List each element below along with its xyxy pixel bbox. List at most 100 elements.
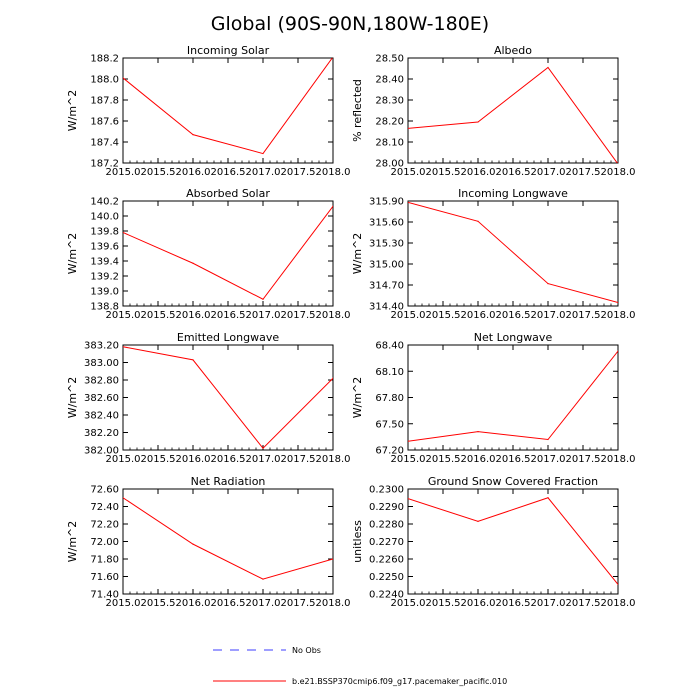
legend-model-label: b.e21.BSSP370cmip6.f09_g17.pacemaker_pac… [292,677,507,686]
x-tick-label: 2016.5 [211,598,246,609]
x-tick-label: 2015.5 [141,167,176,178]
x-tick-label: 2017.0 [531,598,566,609]
data-point [408,440,409,442]
x-tick-label: 2018.0 [316,167,351,178]
x-tick-label: 2016.0 [461,167,496,178]
series-line [408,66,618,163]
data-point [617,583,618,585]
data-point [617,163,618,164]
series-line [123,346,333,450]
x-tick-label: 2017.5 [566,167,601,178]
data-point [477,520,479,522]
data-point [192,543,194,545]
x-tick-label: 2017.5 [566,310,601,321]
x-tick-label: 2017.5 [566,598,601,609]
y-tick-label: 0.2300 [369,485,404,496]
x-tick-label: 2017.0 [246,167,281,178]
y-axis-label: W/m^2 [66,377,79,419]
y-tick-label: 315.60 [369,218,404,229]
x-tick-label: 2016.5 [496,454,531,465]
y-tick-label: 0.2280 [369,520,404,531]
panel-3: Incoming Longwave 2015.0 2015.5 2016.0 2016.… [351,187,636,321]
data-point [192,359,194,361]
x-tick-label: 2017.5 [281,454,316,465]
data-point [123,77,124,79]
x-tick-label: 2017.0 [531,454,566,465]
data-point [332,205,333,207]
y-tick-label: 28.40 [375,75,404,86]
y-tick-label: 139.8 [90,227,119,238]
y-tick-label: 0.2250 [369,572,404,583]
data-point [262,152,264,155]
y-tick-label: 72.20 [90,520,119,531]
y-tick-label: 0.2240 [369,590,404,601]
plot-frame [407,488,619,595]
x-tick-label: 2015.5 [141,310,176,321]
y-tick-label: 382.20 [84,428,119,439]
y-tick-label: 139.4 [90,257,119,268]
y-tick-label: 0.2260 [369,555,404,566]
y-tick-label: 187.6 [90,117,119,128]
y-axis-label: W/m^2 [351,233,364,275]
data-point [547,497,549,499]
x-tick-label: 2017.5 [281,598,316,609]
data-point [408,498,409,500]
data-point [547,66,549,69]
x-tick-label: 2015.5 [426,598,461,609]
x-tick-label: 2015.0 [391,310,426,321]
x-tick-label: 2015.0 [106,598,141,609]
plot-frame [122,200,334,307]
y-tick-label: 72.60 [90,485,119,496]
x-tick-label: 2018.0 [316,310,351,321]
x-tick-label: 2016.5 [496,310,531,321]
x-tick-label: 2017.0 [531,310,566,321]
data-point [332,56,333,57]
y-tick-label: 67.20 [375,446,404,457]
x-tick-label: 2016.0 [461,310,496,321]
y-axis-label: W/m^2 [66,521,79,563]
x-tick-label: 2016.5 [496,598,531,609]
data-point [408,127,409,129]
data-point [262,447,264,449]
data-point [123,346,124,348]
x-tick-label: 2016.5 [496,167,531,178]
data-point [192,262,194,264]
y-tick-label: 28.00 [375,159,404,170]
y-tick-label: 382.80 [84,376,119,387]
x-tick-label: 2015.0 [106,167,141,178]
y-tick-label: 383.00 [84,358,119,369]
plot-frame [407,344,619,451]
y-tick-label: 315.00 [369,260,404,271]
x-tick-label: 2018.0 [601,167,636,178]
x-tick-label: 2017.0 [246,598,281,609]
y-axis-label: unitless [351,520,364,563]
plot-frame [407,57,619,164]
y-tick-label: 28.50 [375,54,404,65]
data-point [477,431,479,433]
series-line [408,497,618,585]
y-tick-label: 139.2 [90,272,119,283]
data-point [547,438,549,441]
data-point [477,121,479,123]
x-tick-label: 2017.5 [281,310,316,321]
series-line [123,497,333,580]
series-line [123,58,333,155]
plot-frame [407,200,619,307]
y-tick-label: 314.40 [369,302,404,313]
data-point [408,201,409,203]
y-tick-label: 187.2 [90,159,119,170]
y-tick-label: 382.60 [84,393,119,404]
x-tick-label: 2016.0 [176,310,211,321]
y-tick-label: 0.2270 [369,537,404,548]
panel-4: Emitted Longwave 2015.0 2015.5 2016.0 2016.5… [66,331,351,465]
y-tick-label: 383.20 [84,341,119,352]
x-tick-label: 2015.0 [106,454,141,465]
x-tick-label: 2016.0 [176,454,211,465]
y-tick-label: 28.20 [375,117,404,128]
y-tick-label: 187.4 [90,138,119,149]
x-tick-label: 2016.0 [176,598,211,609]
